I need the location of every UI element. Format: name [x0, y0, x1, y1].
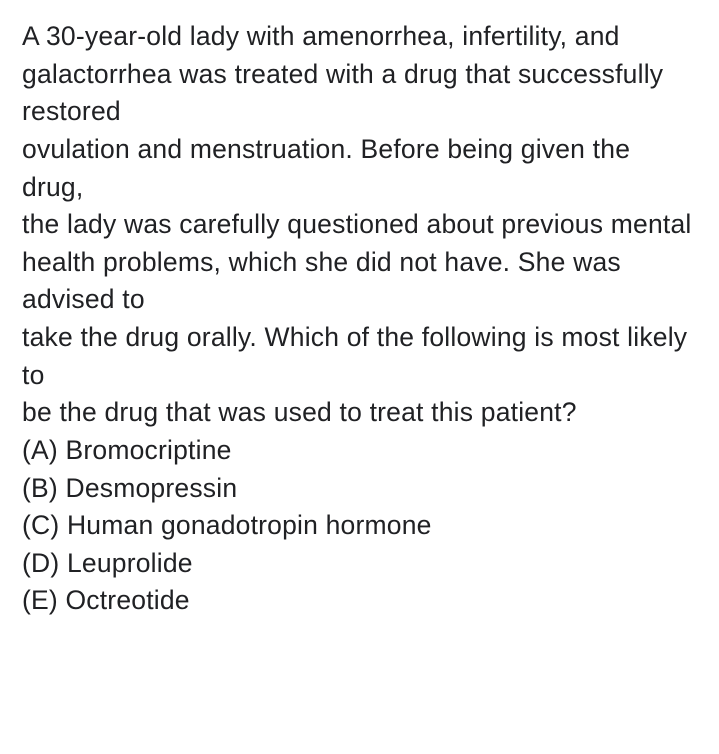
option-e: (E) Octreotide [22, 582, 697, 620]
question-line: take the drug orally. Which of the follo… [22, 319, 697, 394]
option-a: (A) Bromocriptine [22, 432, 697, 470]
question-line: health problems, which she did not have.… [22, 244, 697, 319]
question-line: galactorrhea was treated with a drug tha… [22, 56, 697, 131]
question-line: A 30-year-old lady with amenorrhea, infe… [22, 18, 697, 56]
option-d: (D) Leuprolide [22, 545, 697, 583]
question-line: ovulation and menstruation. Before being… [22, 131, 697, 206]
question-line: be the drug that was used to treat this … [22, 394, 697, 432]
option-b: (B) Desmopressin [22, 470, 697, 508]
question-container: A 30-year-old lady with amenorrhea, infe… [22, 18, 697, 620]
question-line: the lady was carefully questioned about … [22, 206, 697, 244]
option-c: (C) Human gonadotropin hormone [22, 507, 697, 545]
